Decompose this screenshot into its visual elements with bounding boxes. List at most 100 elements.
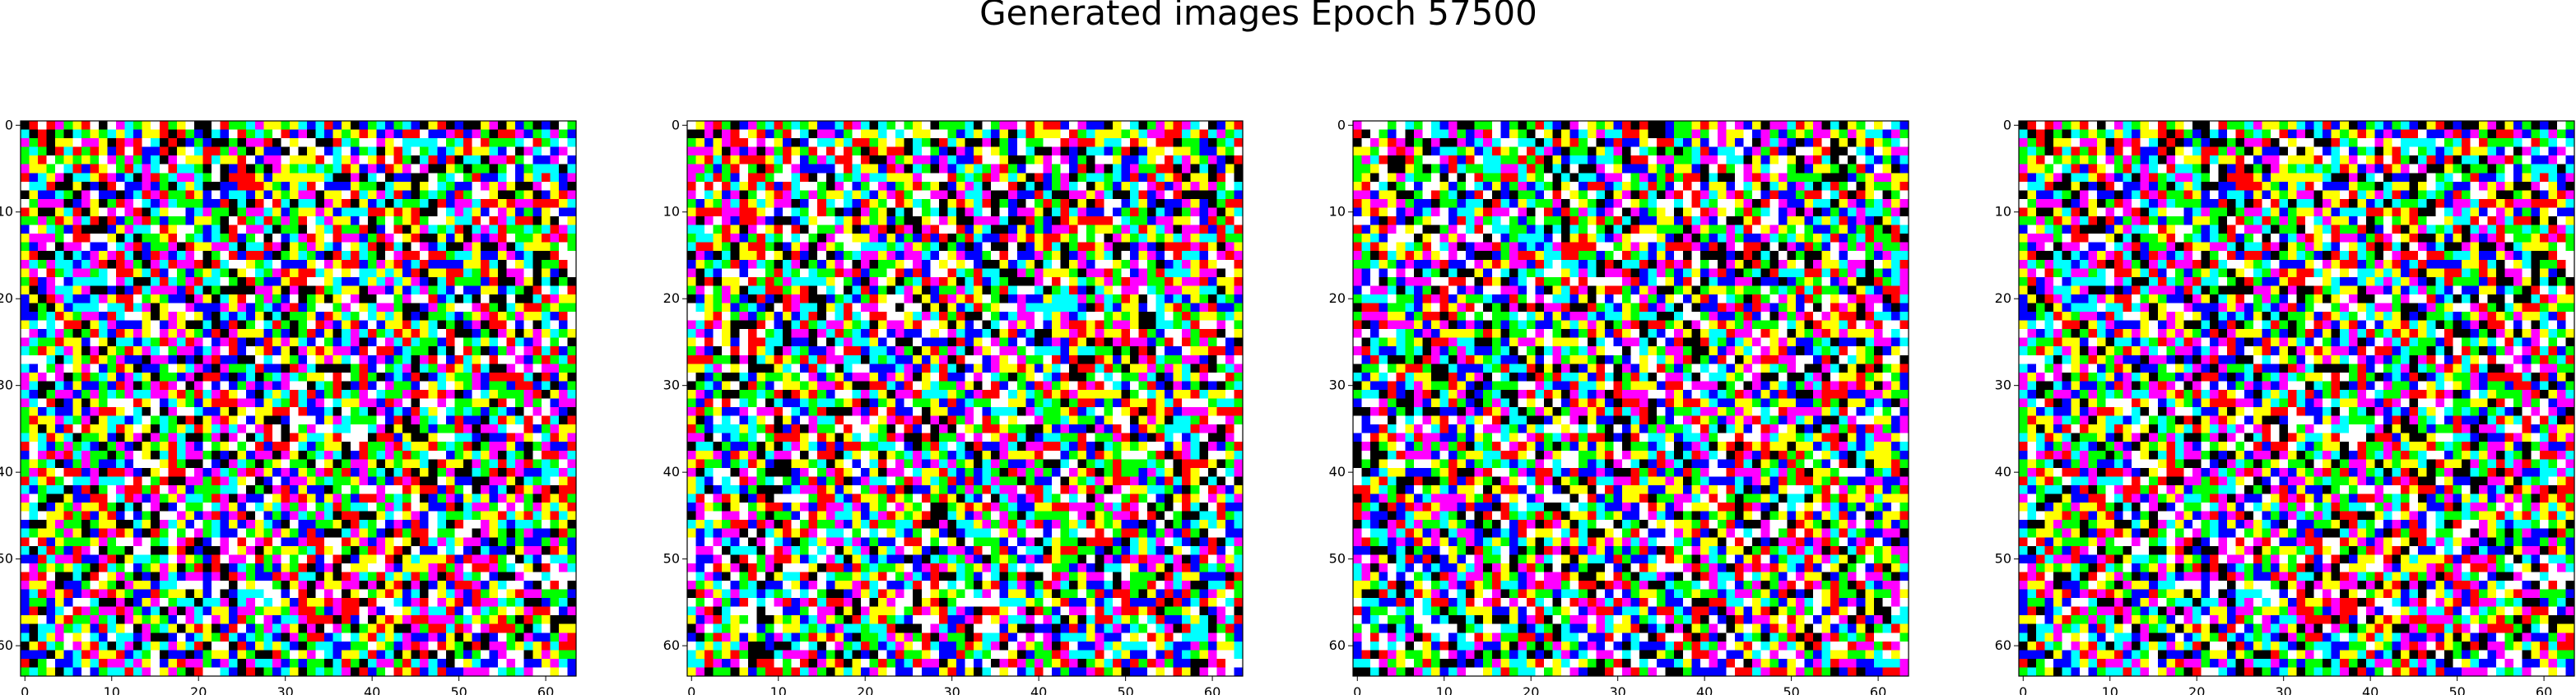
pixel (21, 623, 30, 633)
pixel (151, 190, 160, 200)
pixel (193, 285, 204, 295)
pixel (142, 346, 151, 356)
pixel (133, 528, 143, 538)
pixel (359, 312, 369, 322)
pixel (956, 207, 966, 217)
pixel (437, 554, 447, 564)
pixel (445, 511, 455, 521)
pixel (63, 121, 73, 131)
pixel (124, 476, 134, 486)
pixel (151, 537, 160, 547)
pixel (420, 216, 430, 226)
pixel (1225, 146, 1235, 156)
pixel (220, 372, 230, 382)
pixel (428, 632, 438, 642)
pixel (695, 234, 705, 243)
pixel (498, 658, 508, 669)
pixel (869, 155, 879, 165)
pixel (38, 190, 48, 200)
pixel (472, 615, 481, 625)
pixel (289, 389, 300, 400)
pixel (350, 276, 360, 286)
pixel (472, 329, 481, 339)
pixel (21, 650, 30, 660)
pixel (212, 129, 221, 139)
pixel (90, 442, 100, 452)
pixel (1165, 129, 1174, 139)
pixel (384, 407, 395, 417)
pixel (332, 511, 342, 521)
pixel (151, 398, 160, 408)
pixel (454, 554, 464, 564)
pixel (550, 450, 560, 460)
pixel (515, 251, 525, 261)
pixel (332, 572, 342, 581)
pixel (472, 623, 481, 633)
pixel (220, 415, 230, 425)
pixel (281, 554, 291, 564)
pixel (376, 493, 386, 503)
pixel (506, 511, 516, 521)
pixel (445, 337, 455, 347)
pixel (428, 623, 438, 633)
pixel (411, 329, 421, 339)
pixel (220, 268, 230, 278)
pixel (263, 658, 273, 669)
pixel (116, 259, 126, 269)
pixel (46, 121, 56, 131)
pixel (168, 389, 178, 400)
pixel (1095, 129, 1104, 139)
pixel (384, 572, 395, 581)
pixel (107, 554, 117, 564)
pixel (558, 320, 569, 330)
pixel (523, 623, 533, 633)
pixel (332, 563, 342, 573)
pixel (567, 190, 577, 200)
pixel (29, 667, 39, 677)
pixel (532, 407, 542, 417)
pixel (38, 563, 48, 573)
pixel (98, 467, 109, 478)
pixel (176, 615, 186, 625)
pixel (185, 537, 195, 547)
pixel-grid (687, 121, 1244, 677)
pixel (437, 615, 447, 625)
pixel (21, 503, 30, 512)
pixel (246, 493, 256, 503)
pixel (480, 164, 491, 174)
pixel (98, 225, 109, 234)
pixel (428, 580, 438, 591)
pixel (307, 580, 317, 591)
pixel (904, 225, 914, 234)
pixel (38, 442, 48, 452)
pixel (1008, 146, 1018, 156)
pixel (220, 641, 230, 651)
pixel (81, 234, 91, 243)
pixel (567, 389, 577, 400)
pixel (254, 589, 264, 599)
pixel (463, 234, 473, 243)
pixel (1165, 155, 1174, 165)
pixel (29, 190, 39, 200)
pixel (498, 503, 508, 512)
pixel (550, 658, 560, 669)
pixel (808, 155, 818, 165)
pixel (472, 641, 481, 651)
pixel (29, 580, 39, 591)
pixel (220, 173, 230, 183)
pixel (55, 216, 65, 226)
pixel (185, 121, 195, 131)
pixel (116, 337, 126, 347)
pixel (246, 234, 256, 243)
pixel (229, 320, 239, 330)
pixel (1225, 190, 1235, 200)
pixel (298, 433, 308, 442)
pixel (411, 476, 421, 486)
pixel (567, 276, 577, 286)
pixel (281, 259, 291, 269)
pixel (315, 623, 325, 633)
pixel (254, 138, 264, 148)
pixel (151, 615, 160, 625)
pixel (332, 276, 342, 286)
pixel (176, 242, 186, 252)
